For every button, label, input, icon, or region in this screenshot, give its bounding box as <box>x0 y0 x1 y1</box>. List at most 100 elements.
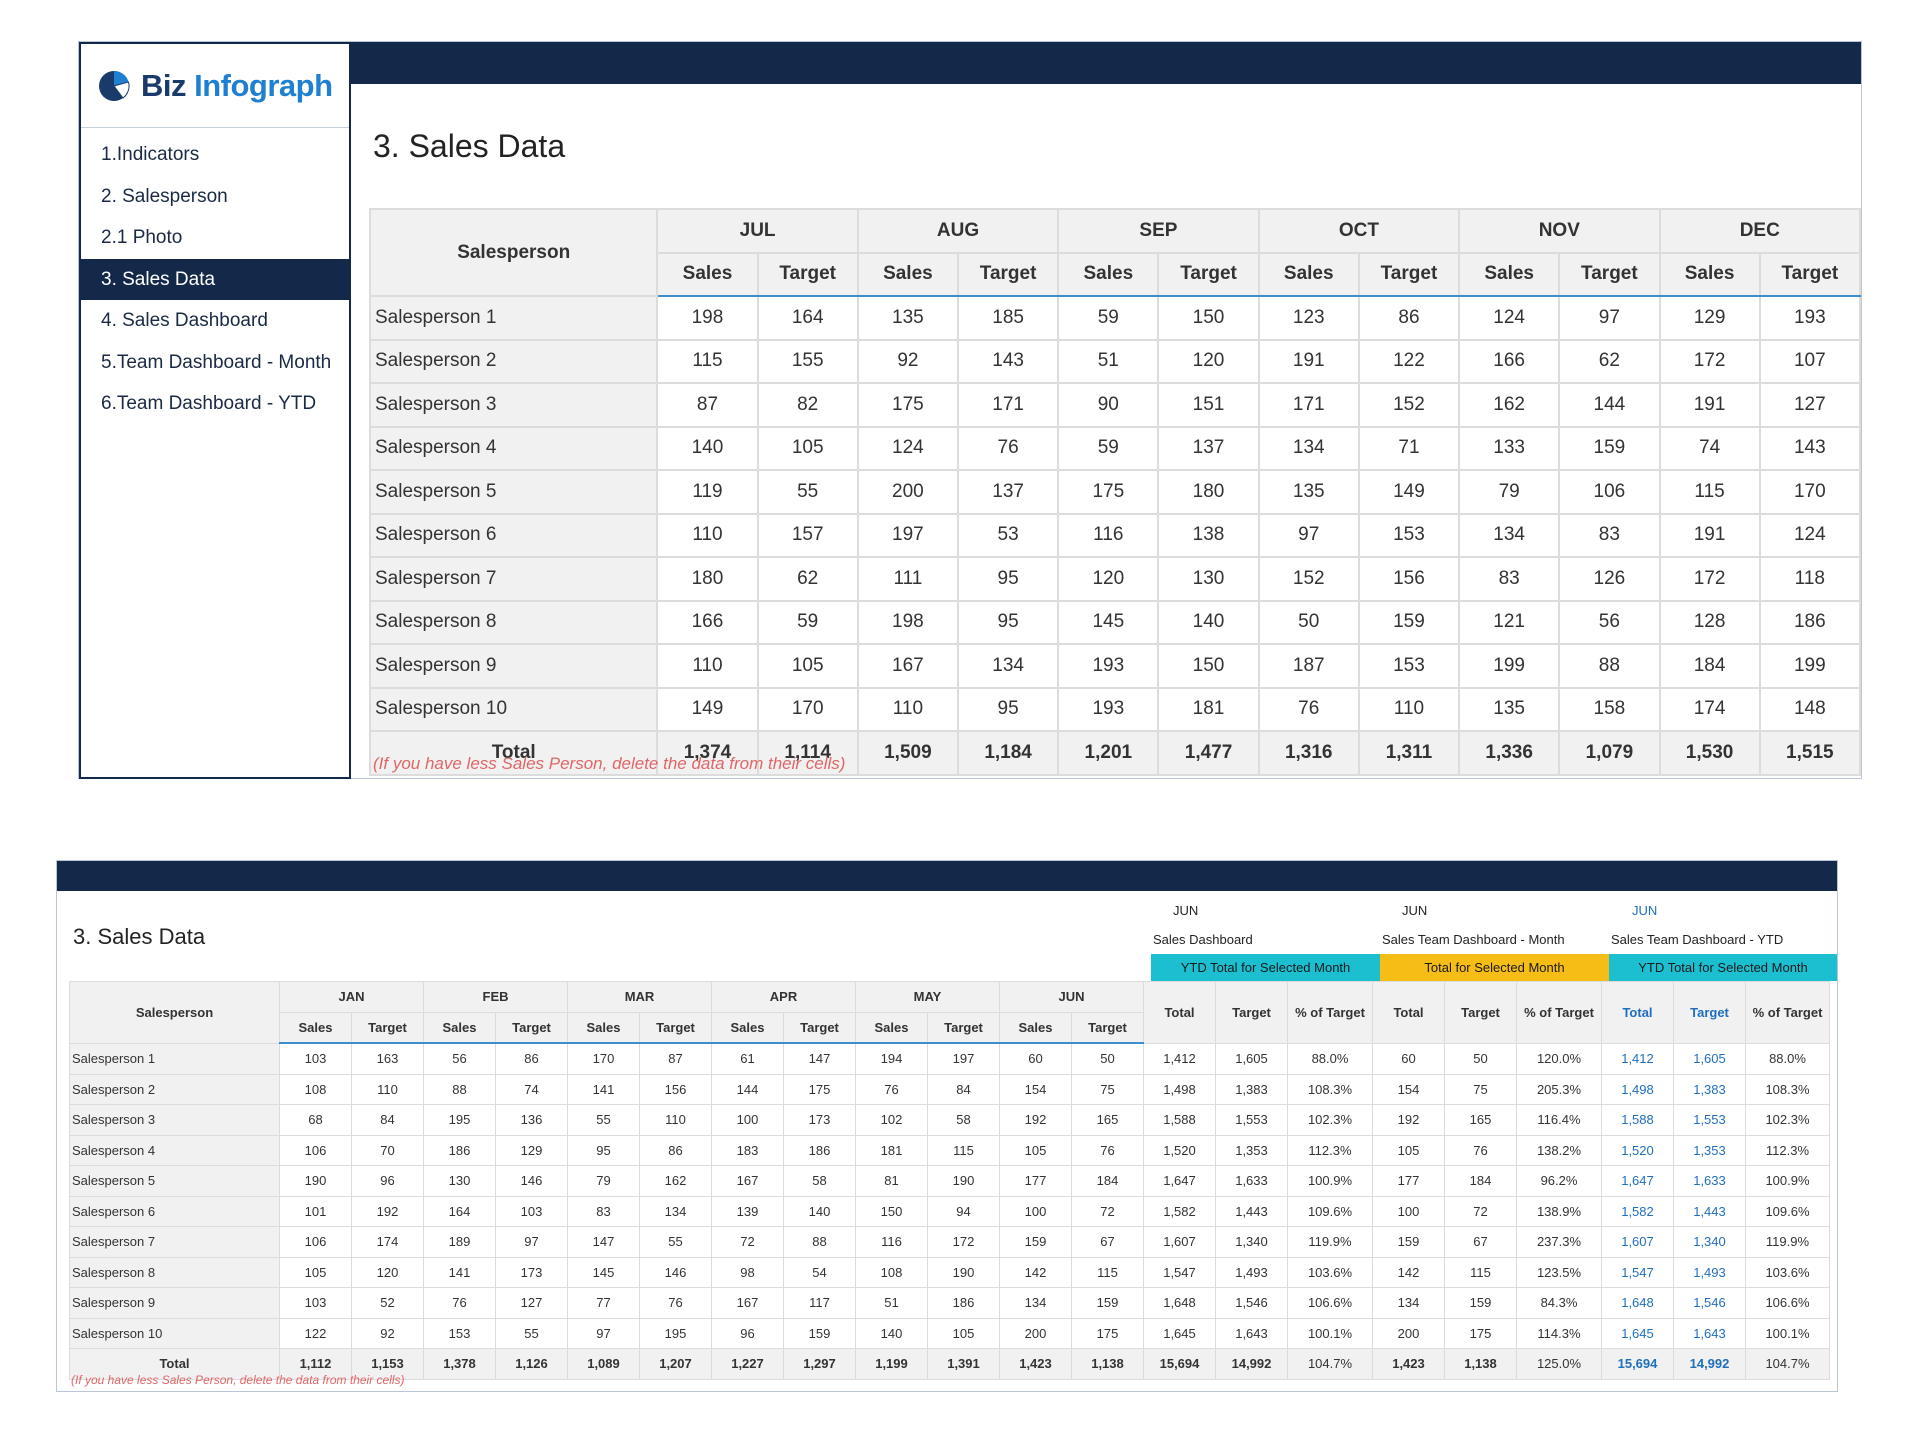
summary-cell: 1,353 <box>1215 1134 1288 1166</box>
summary-cell: 1,643 <box>1215 1317 1288 1349</box>
sidebar-item-sales-dashboard[interactable]: 4. Sales Dashboard <box>101 310 268 331</box>
summary-cell: 1,520 <box>1143 1134 1216 1166</box>
sidebar-nav: 1.Indicators 2. Salesperson 2.1 Photo 3.… <box>81 134 349 425</box>
header-row-measures: Sales Target Sales Target Sales Target Sales Ta… <box>70 1011 1830 1044</box>
sales-header: Sales <box>1257 251 1360 297</box>
value-cell: 77 <box>567 1287 640 1319</box>
value-cell: 55 <box>567 1104 640 1136</box>
summary-cell: 175 <box>1444 1317 1517 1349</box>
summary-header: Target <box>1215 981 1288 1044</box>
value-cell: 152 <box>1357 382 1461 428</box>
value-cell: 102 <box>855 1104 928 1136</box>
value-cell: 72 <box>1071 1195 1144 1227</box>
summary-cell: 1,633 <box>1215 1165 1288 1197</box>
value-cell: 172 <box>927 1226 1000 1258</box>
value-cell: 110 <box>656 512 759 558</box>
value-cell: 147 <box>783 1042 856 1075</box>
value-cell: 193 <box>1057 643 1160 689</box>
total-cell: 1,227 <box>711 1348 784 1380</box>
summary-cell: 1,412 <box>1143 1042 1216 1075</box>
value-cell: 115 <box>1071 1256 1144 1288</box>
summary-cell: 109.6% <box>1745 1195 1830 1227</box>
value-cell: 97 <box>1257 512 1360 558</box>
selected-month-team-ytd[interactable]: JUN <box>1632 903 1658 918</box>
summary-cell: 1,443 <box>1215 1195 1288 1227</box>
value-cell: 76 <box>855 1073 928 1105</box>
logo-text: Biz Infograph <box>141 68 333 104</box>
value-cell: 181 <box>855 1134 928 1166</box>
value-cell: 183 <box>711 1134 784 1166</box>
value-cell: 95 <box>956 556 1060 602</box>
month-header: FEB <box>423 981 568 1013</box>
sales-table-jan-jun: Salesperson JAN FEB MAR APR MAY JUN Total Target… <box>69 981 1830 1380</box>
total-cell: 1,509 <box>856 730 959 776</box>
value-cell: 81 <box>855 1165 928 1197</box>
sidebar-item-sales-data[interactable]: 3. Sales Data <box>81 258 349 300</box>
value-cell: 115 <box>656 338 759 384</box>
total-cell: 1,089 <box>567 1348 640 1380</box>
summary-header: % of Target <box>1516 981 1602 1044</box>
summary-cell: 112.3% <box>1287 1134 1373 1166</box>
table-row: Salesperson 3 87 82 175 171 90 151 171 152 162 144… <box>368 382 1862 428</box>
summary-cell: 1,588 <box>1143 1104 1216 1136</box>
value-cell: 95 <box>567 1134 640 1166</box>
value-cell: 193 <box>1758 295 1862 341</box>
table-row: Salesperson 5 190 96 130 146 79 162 167 58 81 190 1… <box>69 1165 1830 1197</box>
sidebar-item-team-dashboard-ytd[interactable]: 6.Team Dashboard - YTD <box>101 393 317 414</box>
summary-cell: 106.6% <box>1745 1287 1830 1319</box>
sales-header: Sales <box>1057 251 1160 297</box>
summary-cell: 1,383 <box>1673 1073 1746 1105</box>
summary-cell: 1,643 <box>1673 1317 1746 1349</box>
value-cell: 79 <box>1458 469 1561 515</box>
month-header: JUL <box>656 208 859 254</box>
summary-cell: 125.0% <box>1516 1348 1602 1380</box>
sidebar-item-photo[interactable]: 2.1 Photo <box>101 227 183 248</box>
summary-header: % of Target <box>1745 981 1830 1044</box>
value-cell: 162 <box>639 1165 712 1197</box>
value-cell: 59 <box>1057 295 1160 341</box>
biz-infograph-logo[interactable]: Biz Infograph <box>97 66 333 106</box>
sales-header: Sales <box>856 251 959 297</box>
summary-cell: 100.9% <box>1745 1165 1830 1197</box>
table-row: Salesperson 10 149 170 110 95 193 181 76 110 135 1… <box>368 686 1862 732</box>
value-cell: 55 <box>495 1317 568 1349</box>
table-row: Salesperson 2 108 110 88 74 141 156 144 175 76 84 1… <box>69 1073 1830 1105</box>
value-cell: 159 <box>783 1317 856 1349</box>
value-cell: 136 <box>495 1104 568 1136</box>
value-cell: 149 <box>656 686 759 732</box>
sales-header: Sales <box>279 1011 352 1044</box>
value-cell: 76 <box>423 1287 496 1319</box>
sidebar-item-salesperson[interactable]: 2. Salesperson <box>101 185 228 207</box>
value-cell: 59 <box>756 599 859 645</box>
summary-cell: 88.0% <box>1745 1042 1830 1075</box>
value-cell: 110 <box>1357 686 1461 732</box>
value-cell: 170 <box>1758 469 1862 515</box>
summary-cell: 177 <box>1372 1165 1445 1197</box>
table-row: Salesperson 7 106 174 189 97 147 55 72 88 116 172 1… <box>69 1226 1830 1258</box>
value-cell: 130 <box>423 1165 496 1197</box>
month-header: OCT <box>1257 208 1461 254</box>
target-header: Target <box>639 1011 712 1044</box>
summary-cell: 1,353 <box>1673 1134 1746 1166</box>
value-cell: 143 <box>1758 425 1862 471</box>
value-cell: 194 <box>855 1042 928 1075</box>
selected-month-sales-dashboard[interactable]: JUN <box>1173 903 1199 918</box>
total-cell: 1,138 <box>1071 1348 1144 1380</box>
total-label: Total <box>368 730 659 776</box>
summary-cell: 1,588 <box>1601 1104 1674 1136</box>
sales-header: Sales <box>423 1011 496 1044</box>
value-cell: 172 <box>1658 556 1761 602</box>
value-cell: 83 <box>1458 556 1561 602</box>
selected-month-team-month[interactable]: JUN <box>1402 903 1428 918</box>
value-cell: 163 <box>351 1042 424 1075</box>
sidebar-item-team-dashboard-month[interactable]: 5.Team Dashboard - Month <box>101 351 332 373</box>
value-cell: 199 <box>1458 643 1561 689</box>
value-cell: 105 <box>756 643 859 689</box>
sidebar-item-indicators[interactable]: 1.Indicators <box>101 144 200 165</box>
summary-cell: 1,443 <box>1673 1195 1746 1227</box>
value-cell: 150 <box>1157 643 1260 689</box>
table-row: Salesperson 6 110 157 197 53 116 138 97 153 134 83… <box>368 512 1862 558</box>
value-cell: 190 <box>927 1256 1000 1288</box>
value-cell: 137 <box>1157 425 1260 471</box>
value-cell: 180 <box>1157 469 1260 515</box>
